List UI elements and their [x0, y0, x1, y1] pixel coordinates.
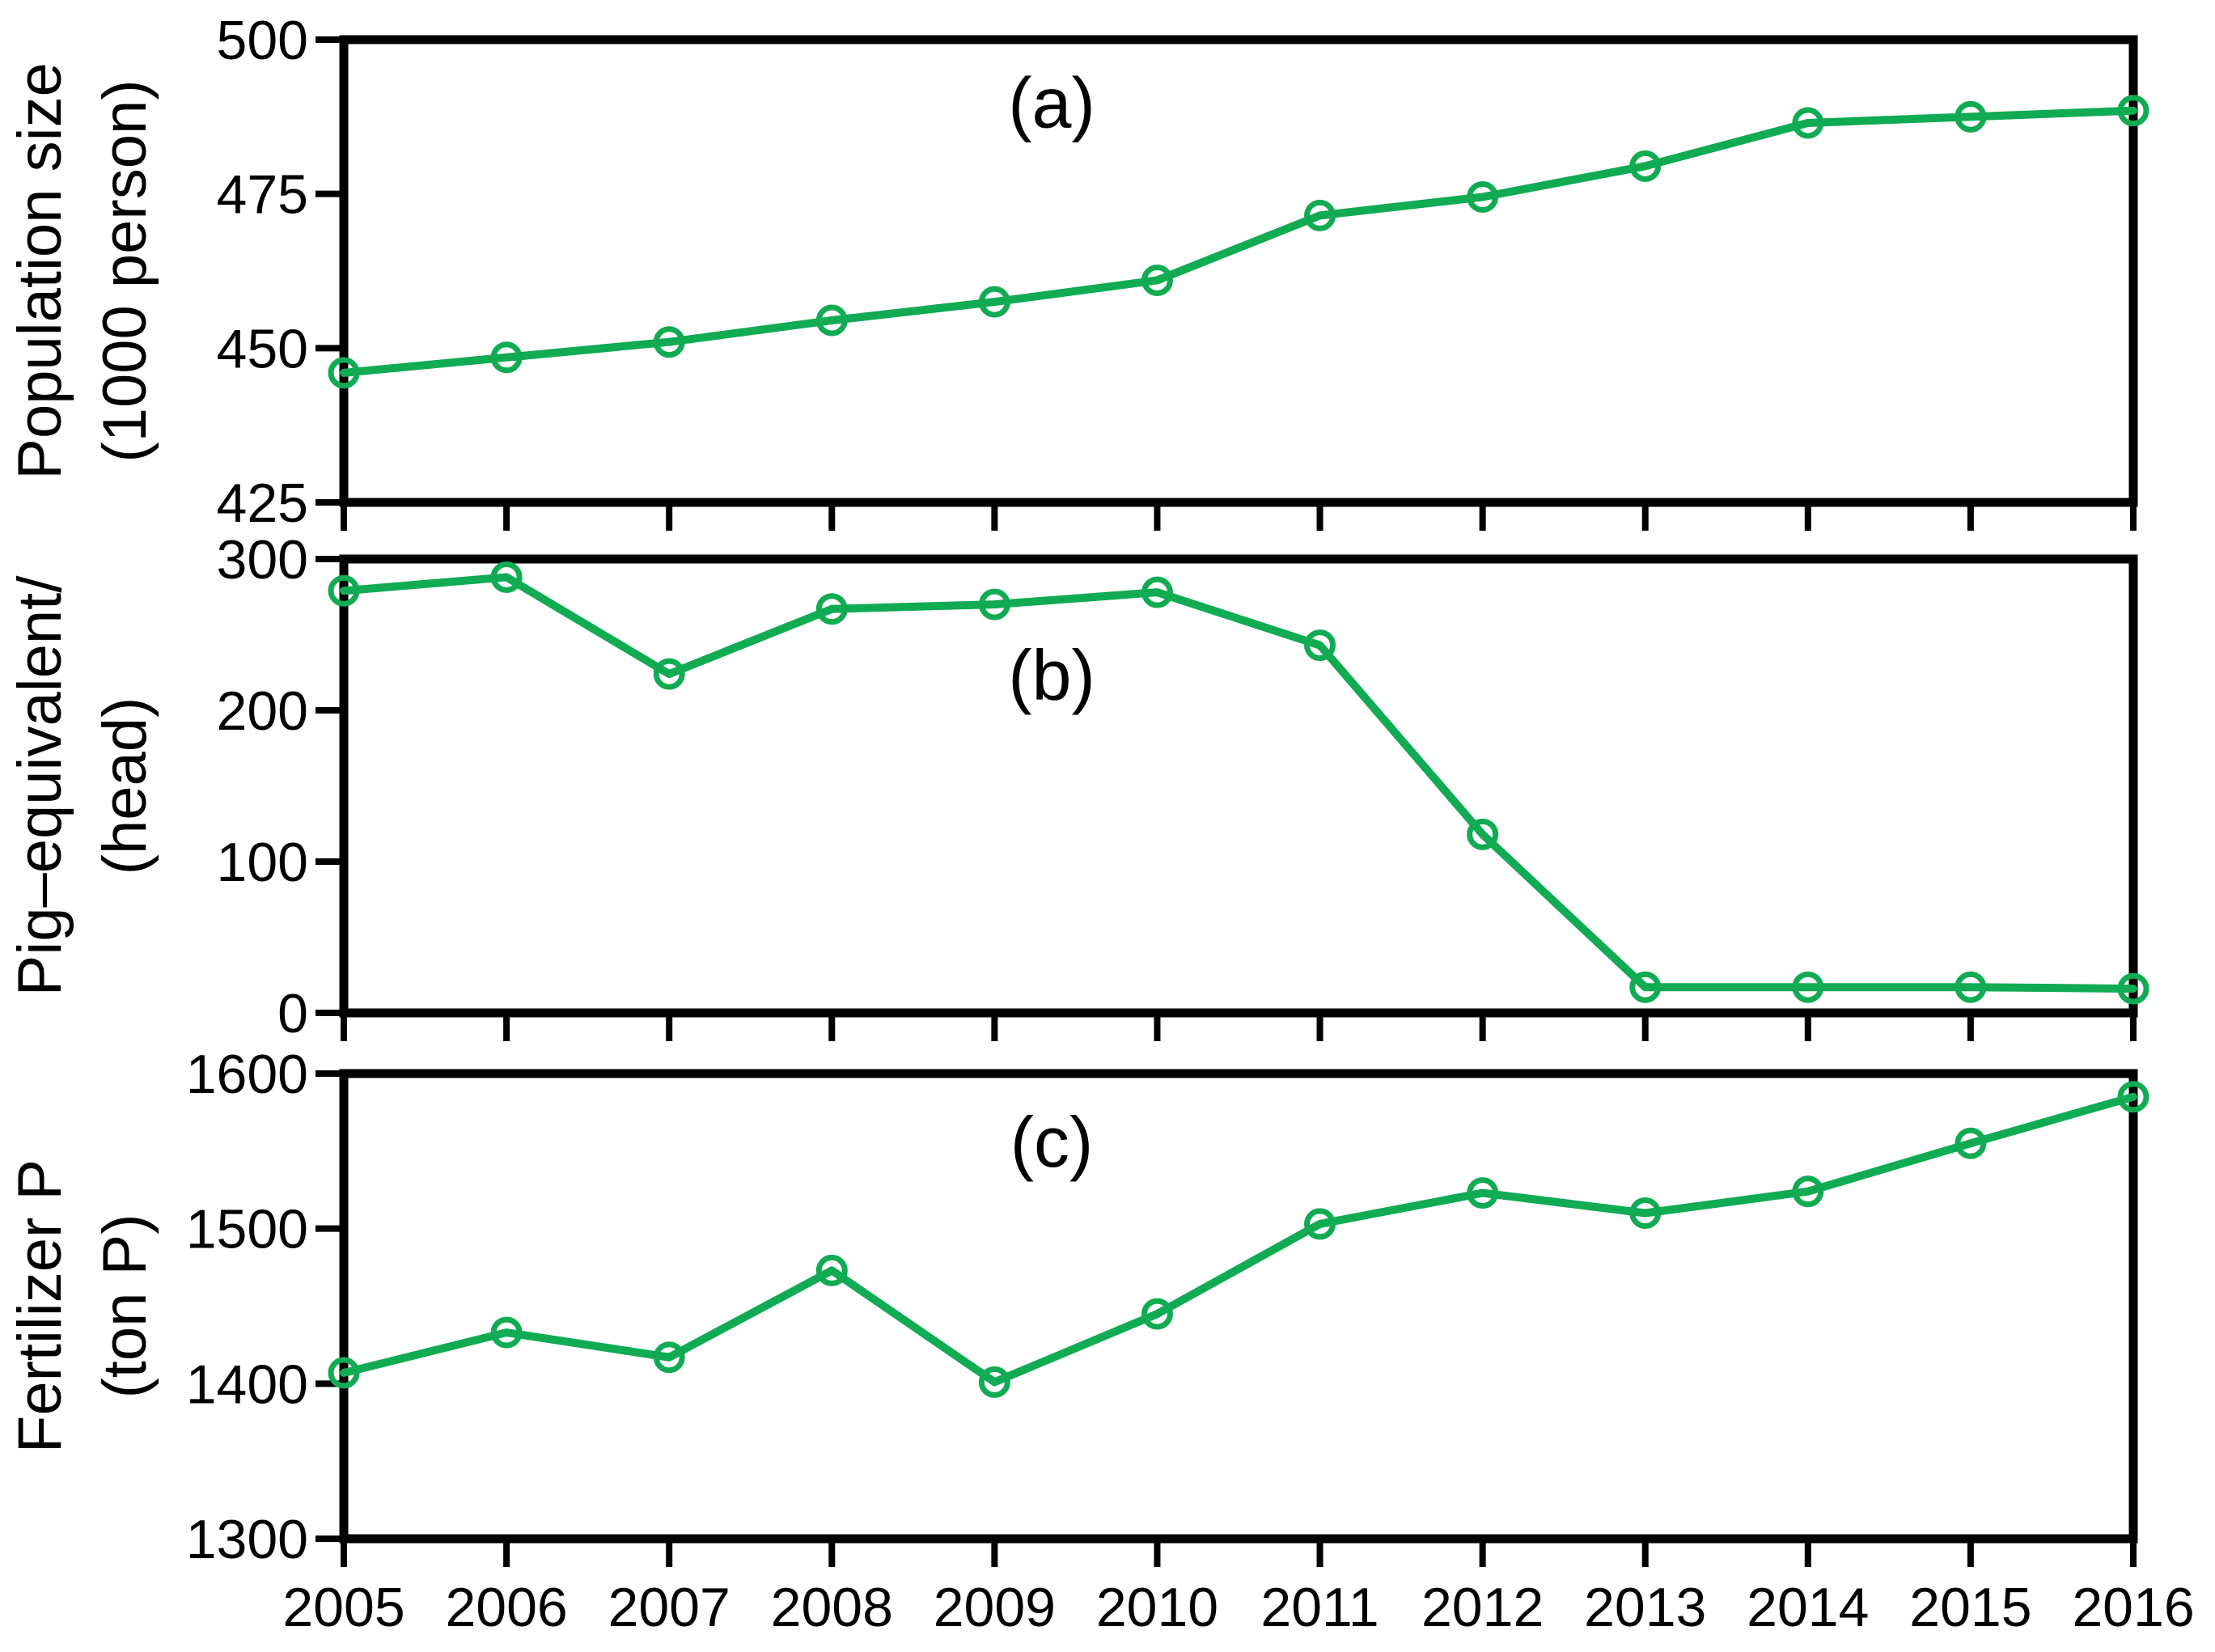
- x-tick-label-2008: 2008: [771, 1577, 893, 1638]
- panel-c-ylabel-line1: Fertilizer P: [6, 1159, 74, 1453]
- x-tick-label-2005: 2005: [282, 1577, 404, 1638]
- panel-c-ytick-label-1400: 1400: [186, 1353, 308, 1415]
- panel-b-marker-2005: [328, 574, 360, 607]
- panel-a-marker-2005: [328, 357, 360, 389]
- panel-a-marker-2015: [1955, 100, 1987, 133]
- x-tick-label-2014: 2014: [1747, 1577, 1869, 1638]
- panel-b-ylabel-line2: (head): [91, 697, 159, 875]
- panel-c-marker-2012: [1467, 1177, 1499, 1209]
- panel-c-marker-2008: [815, 1254, 848, 1286]
- panel-b-marker-2013: [1629, 971, 1662, 1003]
- panel-b-marker-2016: [2117, 972, 2149, 1005]
- x-tick-label-2009: 2009: [934, 1577, 1056, 1638]
- panel-a-marker-2016: [2117, 95, 2149, 127]
- panel-a-marker-2008: [815, 304, 848, 337]
- x-tick-label-2010: 2010: [1096, 1577, 1218, 1638]
- panel-a-ylabel-line1: Population size: [6, 62, 74, 479]
- panel-b-ytick-label-0: 0: [277, 983, 308, 1044]
- panel-a-marker-2014: [1792, 107, 1824, 139]
- panel-letter-a: (a): [1008, 63, 1095, 143]
- panel-a-marker-2012: [1467, 180, 1499, 213]
- x-tick-label-2013: 2013: [1584, 1577, 1706, 1638]
- panel-b-marker-2008: [815, 593, 848, 625]
- panel-c-plot-box: [339, 1069, 2138, 1544]
- panel-c-marker-2014: [1792, 1175, 1824, 1208]
- panel-b-ytick-label-300: 300: [217, 529, 308, 591]
- panel-b-marker-2014: [1792, 971, 1824, 1003]
- panel-b-marker-2006: [490, 561, 523, 593]
- panel-c-marker-2011: [1304, 1208, 1336, 1240]
- panel-c-marker-2013: [1629, 1197, 1662, 1229]
- panel-b-plot-box: [339, 554, 2138, 1018]
- panel-a-ytick-label-500: 500: [217, 10, 308, 71]
- panel-c-ytick-label-1300: 1300: [186, 1509, 308, 1570]
- panel-b-marker-2009: [978, 588, 1010, 621]
- panel-b-marker-2007: [653, 658, 685, 690]
- panel-letter-c: (c): [1010, 1102, 1094, 1182]
- panel-a-ytick-label-450: 450: [217, 318, 308, 379]
- panel-a-marker-2011: [1304, 199, 1336, 231]
- panel-a-ytick-label-475: 475: [217, 164, 308, 226]
- panel-c-marker-2016: [2117, 1081, 2149, 1113]
- x-tick-label-2011: 2011: [1260, 1577, 1379, 1638]
- panel-a-data-line: [340, 106, 2137, 377]
- x-tick-label-2015: 2015: [1909, 1577, 2031, 1638]
- panel-c-marker-2005: [328, 1357, 360, 1389]
- panel-c-marker-2015: [1955, 1127, 1987, 1159]
- panel-b-ylabel-line1: Pig–equivalent/: [6, 575, 74, 997]
- panel-c-marker-2010: [1141, 1298, 1173, 1330]
- panel-c-marker-2009: [978, 1366, 1010, 1398]
- panel-b-marker-2010: [1141, 576, 1173, 608]
- panel-b-marker-2011: [1304, 629, 1336, 662]
- panel-a-ylabel-line2: (1000 person): [91, 79, 159, 462]
- panel-b-data-line: [340, 573, 2137, 993]
- panel-a-marker-2007: [653, 326, 685, 358]
- panel-b-ytick-label-200: 200: [217, 680, 308, 742]
- panel-b-ytick-label-100: 100: [217, 832, 308, 893]
- panel-b-marker-2012: [1467, 818, 1499, 850]
- panel-c-data-line: [340, 1092, 2137, 1387]
- panel-b-marker-2015: [1955, 971, 1987, 1003]
- panel-c-marker-2007: [653, 1341, 685, 1374]
- x-tick-label-2012: 2012: [1421, 1577, 1544, 1638]
- x-tick-label-2007: 2007: [608, 1577, 731, 1638]
- panel-a-plot-box: [339, 35, 2138, 507]
- panel-c-ylabel-line2: (ton P): [91, 1214, 159, 1398]
- panel-c-ytick-label-1600: 1600: [186, 1044, 308, 1105]
- x-tick-label-2006: 2006: [445, 1577, 567, 1638]
- panel-c-ytick-label-1500: 1500: [186, 1199, 308, 1260]
- panel-a-marker-2010: [1141, 264, 1173, 296]
- panel-c-marker-2006: [490, 1316, 523, 1349]
- panel-a-marker-2009: [978, 286, 1010, 318]
- panel-letter-b: (b): [1008, 635, 1095, 715]
- x-tick-label-2016: 2016: [2072, 1577, 2194, 1638]
- panel-a-marker-2013: [1629, 150, 1662, 182]
- panel-a-ytick-label-425: 425: [217, 472, 308, 534]
- panel-a-marker-2006: [490, 341, 523, 374]
